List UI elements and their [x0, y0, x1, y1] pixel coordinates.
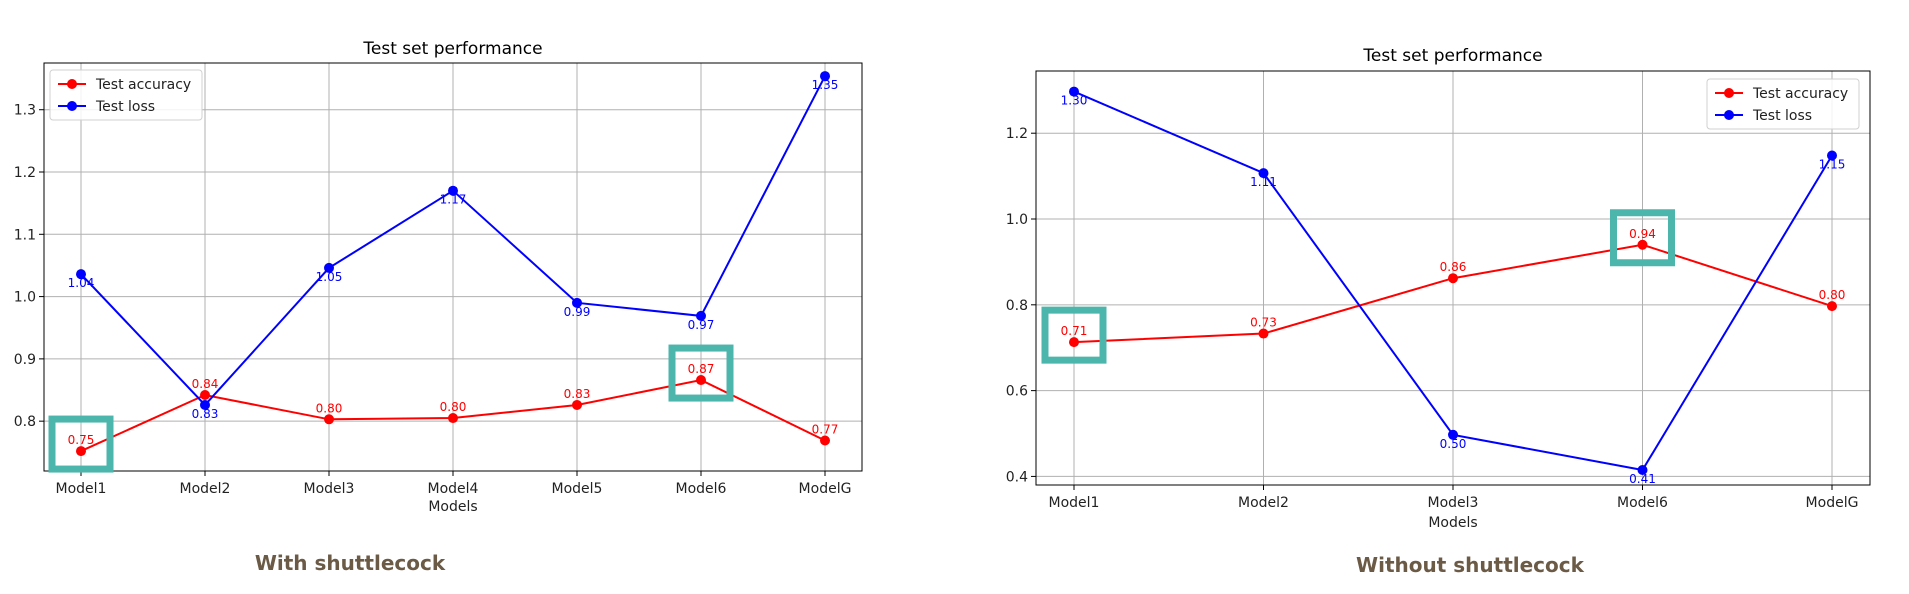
data-label-loss: 1.05 [316, 270, 343, 284]
highlight-box [48, 415, 114, 473]
data-label-accuracy: 0.77 [812, 422, 839, 436]
data-label-accuracy: 0.80 [1819, 288, 1846, 302]
x-tick-label: Model2 [180, 481, 231, 497]
data-label-accuracy: 0.73 [1250, 316, 1277, 330]
data-point-accuracy [448, 413, 458, 424]
data-point-accuracy [1448, 273, 1458, 284]
legend-marker-loss [67, 101, 77, 111]
data-point-loss [200, 399, 210, 410]
data-label-loss: 0.97 [688, 318, 715, 332]
data-label-loss: 0.41 [1629, 472, 1656, 486]
legend-marker-accuracy [1724, 88, 1734, 98]
y-tick-label: 1.2 [1006, 126, 1028, 142]
data-point-accuracy [1827, 301, 1837, 312]
legend-label-loss: Test loss [1752, 108, 1812, 124]
data-point-accuracy [696, 375, 706, 386]
data-point-accuracy [1637, 239, 1648, 250]
data-point-loss [820, 71, 830, 82]
legend-box [49, 69, 203, 121]
legend-label-accuracy: Test accuracy [1752, 86, 1848, 102]
x-axis-label: Models [428, 499, 477, 515]
data-point-accuracy [572, 399, 582, 410]
x-axis-label: Models [1428, 515, 1477, 531]
y-tick-label: 1.2 [14, 165, 36, 181]
x-tick-label: ModelG [1806, 495, 1859, 511]
x-tick-label: Model4 [428, 481, 479, 497]
x-tick-label: Model5 [552, 481, 603, 497]
y-tick-label: 0.6 [1006, 384, 1028, 400]
y-tick-label: 0.4 [1006, 469, 1028, 485]
data-label-accuracy: 0.80 [440, 400, 467, 414]
highlight-box [1610, 209, 1675, 267]
data-point-accuracy [1069, 337, 1079, 348]
caption-with-shuttlecock: With shuttlecock [254, 551, 446, 575]
x-tick-label: Model1 [56, 481, 107, 497]
x-tick-label: Model6 [676, 481, 727, 497]
data-label-accuracy: 0.94 [1629, 227, 1656, 241]
data-label-loss: 1.11 [1250, 175, 1277, 189]
x-tick-label: Model3 [1428, 495, 1479, 511]
data-label-loss: 1.15 [1819, 158, 1846, 172]
data-label-loss: 1.17 [440, 193, 467, 207]
data-point-loss [76, 269, 86, 280]
legend-marker-accuracy [67, 79, 77, 89]
data-point-loss [572, 297, 582, 308]
data-label-loss: 0.99 [564, 305, 591, 319]
data-label-loss: 1.35 [812, 78, 839, 92]
data-point-loss [1637, 464, 1648, 475]
data-point-accuracy [324, 414, 334, 425]
y-tick-label: 0.8 [14, 414, 36, 430]
x-tick-label: ModelG [799, 481, 852, 497]
chart-title: Test set performance [1362, 46, 1542, 66]
data-label-loss: 1.30 [1061, 94, 1088, 108]
data-label-accuracy: 0.84 [192, 377, 219, 391]
legend-label-loss: Test loss [95, 99, 155, 115]
y-tick-label: 1.0 [14, 290, 36, 306]
data-label-accuracy: 0.71 [1061, 324, 1088, 338]
x-tick-label: Model2 [1238, 495, 1289, 511]
chart-1: 0.8 0.9 1.0 1.1 1.2 1.3 Model1 Model2 Model3 Mode… [14, 39, 863, 515]
data-label-loss: 0.83 [192, 407, 219, 421]
data-label-accuracy: 0.80 [316, 401, 343, 415]
data-point-loss [1258, 168, 1269, 179]
y-tick-label: 1.0 [1006, 212, 1028, 228]
legend-label-accuracy: Test accuracy [95, 77, 191, 93]
data-point-loss [1827, 150, 1837, 161]
legend-marker-loss [1724, 110, 1734, 120]
data-point-accuracy [200, 390, 210, 401]
data-point-loss [696, 310, 706, 321]
highlight-box [668, 344, 734, 402]
x-tick-label: Model1 [1049, 495, 1100, 511]
caption-without-shuttlecock: Without shuttlecock [1356, 553, 1584, 577]
data-label-loss: 0.50 [1440, 437, 1467, 451]
data-point-accuracy [1258, 328, 1269, 339]
data-label-accuracy: 0.75 [68, 433, 95, 447]
x-tick-label: Model3 [304, 481, 355, 497]
y-tick-label: 1.3 [14, 103, 36, 119]
y-tick-label: 0.8 [1006, 298, 1028, 314]
data-point-loss [324, 262, 334, 273]
y-tick-label: 0.9 [14, 352, 36, 368]
data-point-loss [1069, 86, 1079, 97]
x-tick-label: Model6 [1617, 495, 1668, 511]
data-point-loss [448, 185, 458, 196]
data-point-accuracy [820, 435, 830, 446]
y-tick-label: 1.1 [14, 227, 36, 243]
data-label-accuracy: 0.83 [564, 387, 591, 401]
data-label-accuracy: 0.86 [1440, 260, 1467, 274]
data-label-loss: 1.04 [68, 276, 95, 290]
chart-2: 0.4 0.6 0.8 1.0 1.2 Model1 Model2 Model3 Model6 M… [1006, 46, 1871, 531]
legend-box [1706, 78, 1860, 130]
data-point-loss [1448, 429, 1458, 440]
data-point-accuracy [76, 446, 86, 457]
data-label-accuracy: 0.87 [688, 362, 715, 376]
highlight-box [1041, 306, 1107, 364]
chart-title: Test set performance [362, 39, 542, 59]
